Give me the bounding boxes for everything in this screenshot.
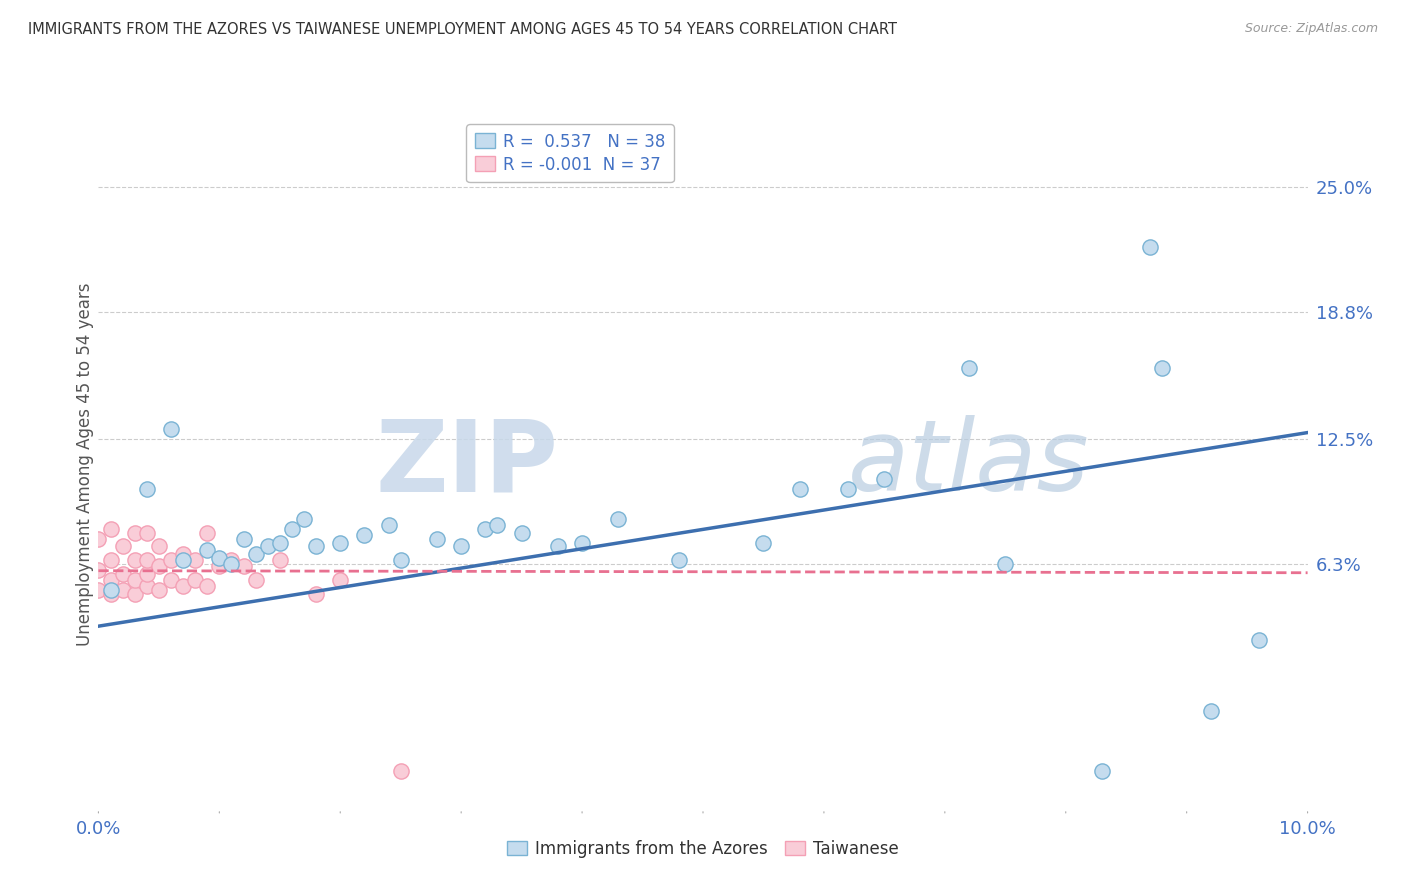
Point — [752, 536, 775, 550]
Text: atlas: atlas — [848, 416, 1090, 512]
Point — [87, 582, 110, 597]
Legend: Immigrants from the Azores, Taiwanese: Immigrants from the Azores, Taiwanese — [499, 831, 907, 866]
Point — [292, 512, 315, 526]
Point — [111, 566, 134, 581]
Point — [377, 518, 399, 533]
Point — [789, 482, 811, 496]
Point — [450, 539, 472, 553]
Point — [281, 522, 304, 536]
Point — [305, 587, 328, 601]
Point — [232, 533, 254, 547]
Point — [329, 573, 352, 587]
Point — [135, 526, 157, 541]
Point — [245, 547, 267, 561]
Point — [135, 566, 157, 581]
Point — [269, 552, 291, 566]
Point — [1139, 240, 1161, 254]
Point — [668, 552, 690, 566]
Point — [607, 512, 630, 526]
Point — [1249, 633, 1271, 648]
Text: Source: ZipAtlas.com: Source: ZipAtlas.com — [1244, 22, 1378, 36]
Point — [124, 573, 146, 587]
Point — [957, 361, 980, 376]
Point — [195, 542, 218, 557]
Point — [329, 536, 352, 550]
Point — [100, 522, 122, 536]
Point — [124, 552, 146, 566]
Point — [135, 552, 157, 566]
Text: ZIP: ZIP — [375, 416, 558, 512]
Point — [245, 573, 267, 587]
Point — [184, 573, 207, 587]
Point — [510, 526, 533, 541]
Point — [172, 579, 194, 593]
Point — [184, 552, 207, 566]
Point — [221, 557, 243, 571]
Point — [87, 533, 110, 547]
Point — [172, 547, 194, 561]
Point — [100, 552, 122, 566]
Point — [1199, 704, 1222, 718]
Point — [389, 764, 412, 779]
Point — [100, 587, 122, 601]
Point — [208, 558, 231, 573]
Point — [305, 539, 328, 553]
Point — [135, 579, 157, 593]
Point — [486, 518, 509, 533]
Point — [873, 472, 896, 486]
Point — [100, 582, 122, 597]
Point — [426, 533, 449, 547]
Point — [389, 552, 412, 566]
Point — [195, 526, 218, 541]
Point — [172, 552, 194, 566]
Point — [135, 482, 157, 496]
Point — [160, 421, 183, 435]
Point — [160, 573, 183, 587]
Point — [269, 536, 291, 550]
Point — [148, 582, 170, 597]
Point — [256, 539, 278, 553]
Point — [208, 550, 231, 565]
Point — [571, 536, 593, 550]
Point — [111, 539, 134, 553]
Point — [232, 558, 254, 573]
Point — [994, 557, 1017, 571]
Point — [474, 522, 496, 536]
Point — [148, 558, 170, 573]
Point — [160, 552, 183, 566]
Point — [100, 573, 122, 587]
Point — [353, 528, 375, 542]
Y-axis label: Unemployment Among Ages 45 to 54 years: Unemployment Among Ages 45 to 54 years — [76, 282, 94, 646]
Point — [837, 482, 859, 496]
Point — [124, 526, 146, 541]
Point — [1091, 764, 1114, 779]
Text: IMMIGRANTS FROM THE AZORES VS TAIWANESE UNEMPLOYMENT AMONG AGES 45 TO 54 YEARS C: IMMIGRANTS FROM THE AZORES VS TAIWANESE … — [28, 22, 897, 37]
Point — [87, 563, 110, 577]
Point — [195, 579, 218, 593]
Point — [111, 582, 134, 597]
Point — [148, 539, 170, 553]
Point — [547, 539, 569, 553]
Point — [124, 587, 146, 601]
Point — [221, 552, 243, 566]
Point — [1152, 361, 1174, 376]
